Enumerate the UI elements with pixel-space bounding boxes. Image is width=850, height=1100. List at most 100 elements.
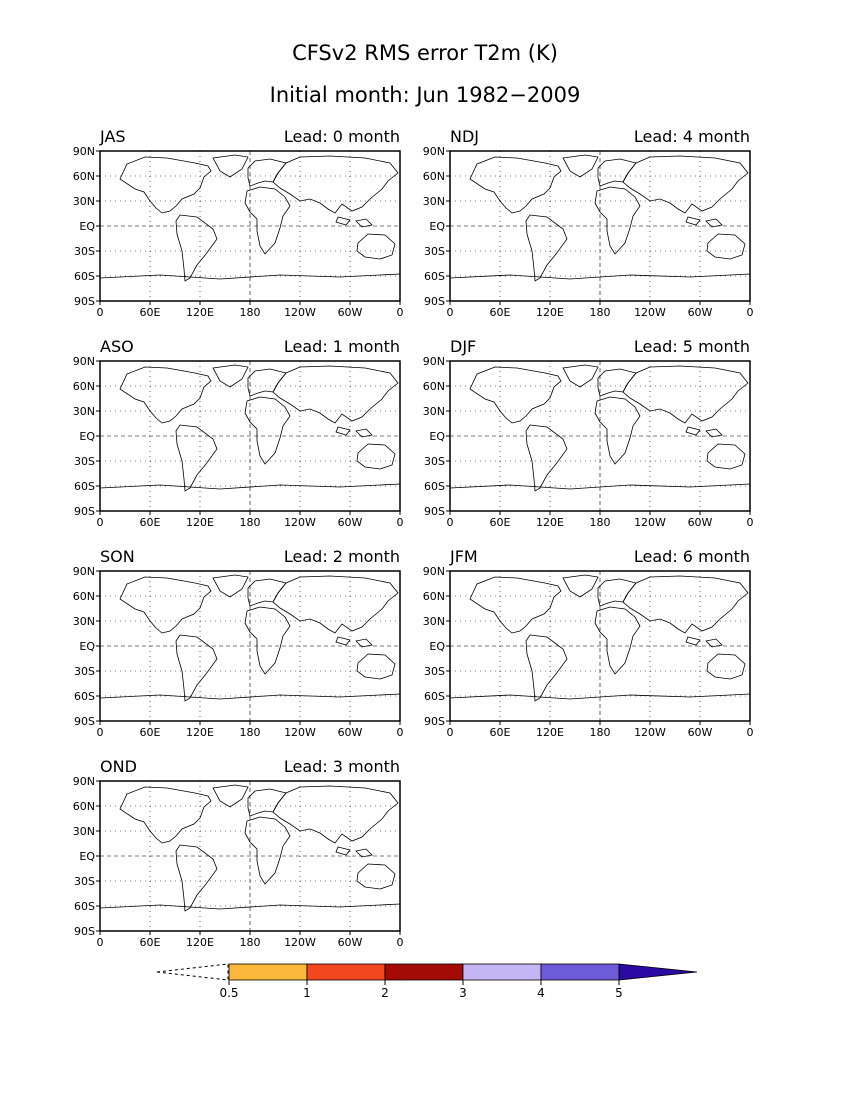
panel-lead-label: Lead: 1 month — [284, 337, 400, 356]
panel-lead-label: Lead: 0 month — [284, 127, 400, 146]
longitude-tick-label: 180 — [240, 306, 261, 319]
longitude-tick-label: 60E — [140, 726, 161, 739]
latitude-tick-label: 60S — [424, 480, 445, 493]
longitude-tick-label: 60W — [338, 516, 363, 529]
latitude-tick-label: EQ — [79, 430, 95, 443]
latitude-tick-label: 30S — [74, 875, 95, 888]
panel-lead-label: Lead: 5 month — [634, 337, 750, 356]
colorbar-lower-extension — [156, 963, 229, 981]
gridlines — [450, 361, 750, 511]
longitude-tick-label: 60W — [688, 306, 713, 319]
latitude-tick-label: 60S — [74, 270, 95, 283]
longitude-tick-label: 60W — [338, 726, 363, 739]
colorbar-swatch — [306, 963, 386, 981]
latitude-tick-label: 30S — [424, 245, 445, 258]
longitude-tick-label: 0 — [747, 306, 754, 319]
longitude-tick-label: 0 — [97, 726, 104, 739]
longitude-tick-label: 180 — [240, 726, 261, 739]
longitude-tick-label: 180 — [590, 726, 611, 739]
latitude-tick-label: 60N — [73, 590, 95, 603]
latitude-tick-label: 60N — [423, 380, 445, 393]
latitude-tick-label: 60N — [73, 170, 95, 183]
latitude-tick-label: 60S — [74, 900, 95, 913]
longitude-tick-label: 60E — [140, 936, 161, 949]
longitude-tick-label: 0 — [447, 516, 454, 529]
panel-lead-label: Lead: 2 month — [284, 547, 400, 566]
latitude-tick-label: 30S — [74, 245, 95, 258]
panel-season-label: OND — [100, 757, 137, 776]
panel-lead-label: Lead: 6 month — [634, 547, 750, 566]
gridlines — [100, 361, 400, 511]
colorbar-label: 4 — [537, 986, 545, 1000]
longitude-tick-label: 180 — [240, 936, 261, 949]
latitude-tick-label: 90N — [73, 775, 95, 788]
latitude-tick-label: EQ — [429, 220, 445, 233]
panel-season-label: JFM — [449, 547, 478, 566]
longitude-tick-label: 60E — [140, 306, 161, 319]
latitude-tick-label: 90N — [423, 355, 445, 368]
longitude-tick-label: 60E — [490, 516, 511, 529]
colorbar-label: 0.5 — [219, 986, 238, 1000]
longitude-tick-label: 60E — [490, 726, 511, 739]
longitude-tick-label: 120E — [536, 516, 564, 529]
gridlines — [100, 151, 400, 301]
gridlines — [100, 781, 400, 931]
latitude-tick-label: 30S — [74, 665, 95, 678]
latitude-tick-label: EQ — [79, 850, 95, 863]
colorbar-label: 3 — [459, 986, 467, 1000]
colorbar-swatch — [540, 963, 620, 981]
longitude-tick-label: 120W — [634, 306, 666, 319]
latitude-tick-label: 30S — [74, 455, 95, 468]
longitude-tick-label: 120E — [186, 936, 214, 949]
latitude-tick-label: 90N — [73, 145, 95, 158]
latitude-tick-label: 90S — [424, 715, 445, 728]
longitude-tick-label: 60E — [140, 516, 161, 529]
longitude-tick-label: 120E — [186, 726, 214, 739]
longitude-tick-label: 0 — [447, 306, 454, 319]
longitude-tick-label: 120W — [284, 726, 316, 739]
longitude-tick-label: 180 — [590, 306, 611, 319]
latitude-tick-label: 60N — [423, 170, 445, 183]
colorbar-label: 1 — [303, 986, 311, 1000]
latitude-tick-label: 90N — [73, 565, 95, 578]
longitude-tick-label: 120W — [284, 936, 316, 949]
figure-subtitle: Initial month: Jun 1982−2009 — [270, 83, 581, 107]
latitude-tick-label: 30N — [73, 615, 95, 628]
latitude-tick-label: 90S — [424, 295, 445, 308]
latitude-tick-label: 30N — [423, 405, 445, 418]
panel-season-label: DJF — [450, 337, 476, 356]
longitude-tick-label: 60E — [490, 306, 511, 319]
longitude-tick-label: 120W — [284, 516, 316, 529]
latitude-tick-label: EQ — [79, 220, 95, 233]
latitude-tick-label: 30N — [423, 615, 445, 628]
panel-lead-label: Lead: 3 month — [284, 757, 400, 776]
colorbar: 0.5 1 2 3 4 5 — [156, 963, 698, 1000]
gridlines — [450, 151, 750, 301]
panel-season-label: ASO — [100, 337, 134, 356]
latitude-tick-label: 90N — [423, 145, 445, 158]
colorbar-swatch — [384, 963, 464, 981]
longitude-tick-label: 0 — [397, 516, 404, 529]
longitude-tick-label: 180 — [240, 516, 261, 529]
latitude-tick-label: 30S — [424, 665, 445, 678]
colorbar-upper-extension — [618, 963, 698, 981]
latitude-tick-label: 30S — [424, 455, 445, 468]
latitude-tick-label: EQ — [429, 430, 445, 443]
latitude-tick-label: 30N — [73, 825, 95, 838]
latitude-tick-label: 60N — [73, 380, 95, 393]
figure-title: CFSv2 RMS error T2m (K) — [292, 41, 558, 65]
latitude-tick-label: 30N — [73, 195, 95, 208]
latitude-tick-label: 90N — [423, 565, 445, 578]
colorbar-swatch — [462, 963, 542, 981]
longitude-tick-label: 0 — [397, 936, 404, 949]
latitude-tick-label: 30N — [423, 195, 445, 208]
longitude-tick-label: 120E — [186, 306, 214, 319]
